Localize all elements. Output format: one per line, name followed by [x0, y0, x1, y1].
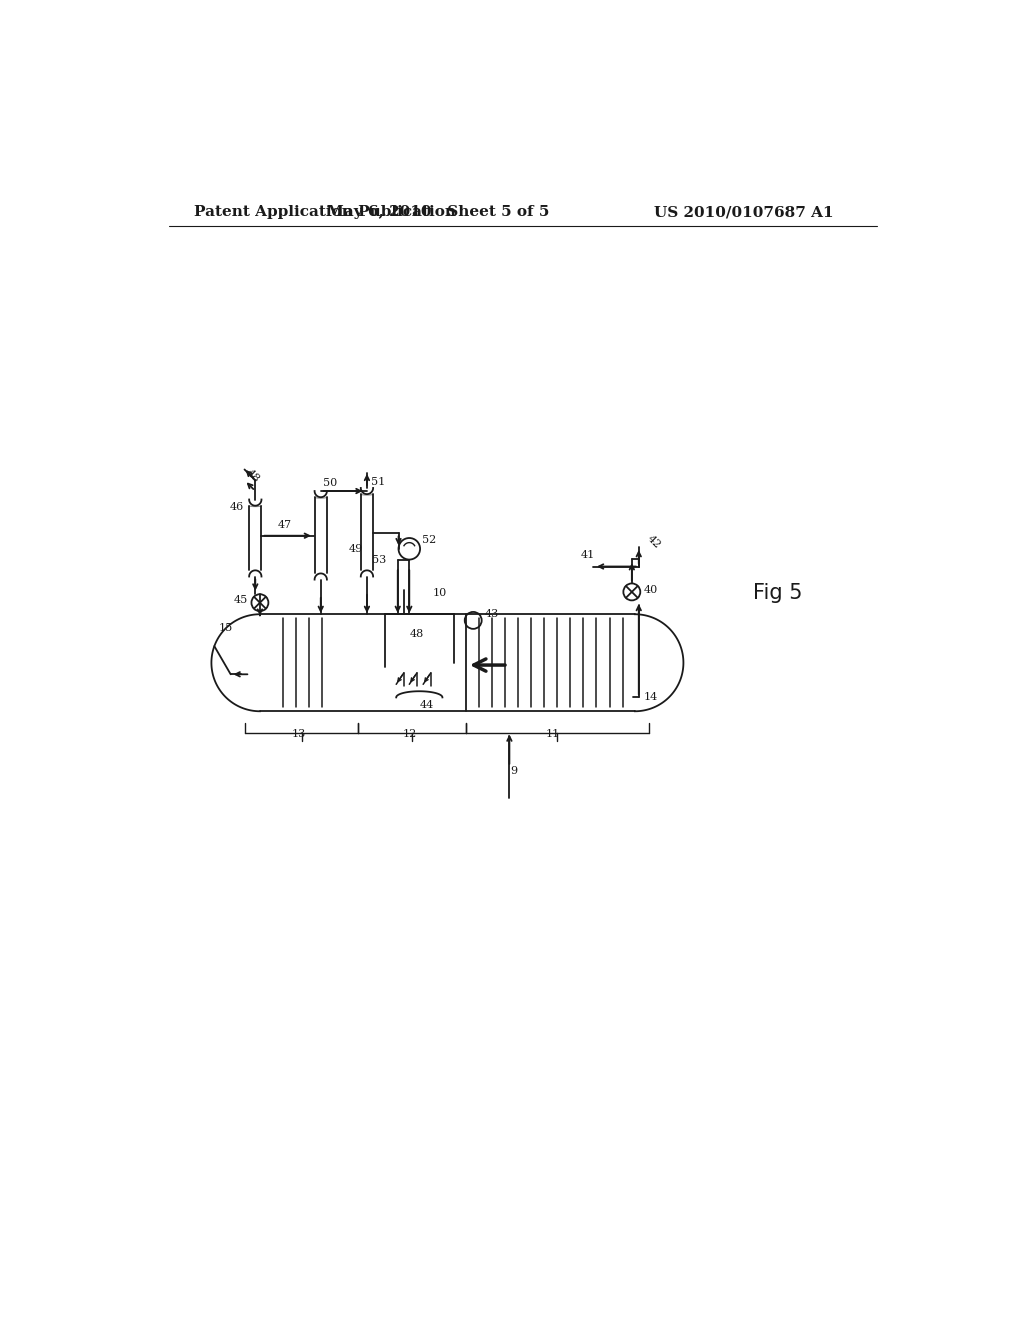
Text: 14: 14 — [643, 693, 657, 702]
Text: 48: 48 — [245, 467, 262, 484]
Text: 12: 12 — [402, 729, 417, 739]
Text: 45: 45 — [234, 594, 249, 605]
Text: 9: 9 — [510, 766, 517, 776]
Text: 13: 13 — [291, 729, 305, 739]
Text: May 6, 2010   Sheet 5 of 5: May 6, 2010 Sheet 5 of 5 — [328, 206, 550, 219]
Text: 10: 10 — [432, 589, 446, 598]
Circle shape — [465, 612, 481, 628]
Text: 44: 44 — [420, 700, 434, 710]
Circle shape — [398, 539, 420, 560]
Text: 49: 49 — [349, 544, 364, 554]
Text: 43: 43 — [484, 610, 499, 619]
Text: 42: 42 — [645, 533, 663, 550]
Text: 47: 47 — [278, 520, 292, 531]
Text: 51: 51 — [371, 477, 385, 487]
Text: 48: 48 — [410, 630, 424, 639]
Text: 46: 46 — [229, 502, 244, 512]
Circle shape — [624, 583, 640, 601]
Text: 15: 15 — [219, 623, 233, 634]
Text: 50: 50 — [323, 478, 337, 488]
Text: 11: 11 — [546, 729, 560, 739]
Text: 40: 40 — [644, 585, 658, 594]
Circle shape — [252, 594, 268, 611]
Text: US 2010/0107687 A1: US 2010/0107687 A1 — [654, 206, 834, 219]
Text: 52: 52 — [422, 535, 436, 545]
Text: Patent Application Publication: Patent Application Publication — [194, 206, 456, 219]
Text: 41: 41 — [581, 550, 595, 561]
Text: 53: 53 — [372, 556, 386, 565]
Text: Fig 5: Fig 5 — [753, 583, 802, 603]
